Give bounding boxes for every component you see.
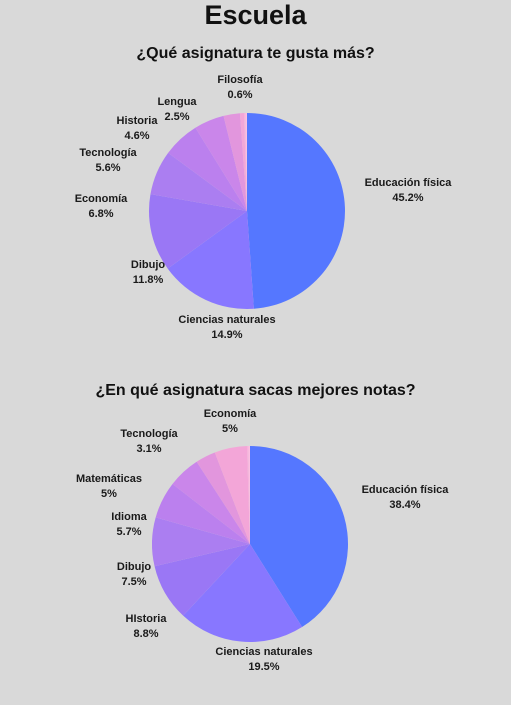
pie-slice <box>245 113 247 211</box>
slice-value-label: 6.8% <box>88 208 113 220</box>
pie-slice <box>167 211 254 310</box>
slice-value-label: 5.7% <box>116 526 141 538</box>
chart-title: ¿En qué asignatura sacas mejores notas? <box>95 382 416 399</box>
pie-slice <box>196 452 250 544</box>
pie-slice <box>183 544 303 642</box>
slice-label: Tecnología <box>120 428 178 440</box>
pie-slice <box>172 461 250 544</box>
slice-value-label: 4.6% <box>124 130 149 142</box>
slice-value-label: 8.8% <box>133 628 158 640</box>
page-title: Escuela <box>204 0 307 30</box>
slice-label: Dibujo <box>117 561 151 573</box>
pie-chart: Educación física 45.2% Ciencias naturales 1… <box>75 74 453 341</box>
pie-slice <box>150 152 247 211</box>
slice-value-label: 19.5% <box>248 661 279 673</box>
slice-label: Economía <box>75 193 128 205</box>
slice-value-label: 7.5% <box>121 576 146 588</box>
pie-slice <box>155 484 250 544</box>
pie-slice <box>250 446 349 628</box>
pie-slice <box>149 194 247 269</box>
pie-slice <box>195 115 247 211</box>
slice-label: Educación física <box>365 177 453 189</box>
slice-label: Filosofía <box>217 74 263 86</box>
pie-chart: Educación física 38.4% Ciencias naturales 1… <box>76 408 450 673</box>
slice-label: Ciencias naturales <box>215 646 312 658</box>
slice-label: Historia <box>117 115 159 127</box>
slice-value-label: 11.8% <box>133 274 164 286</box>
slice-value-label: 5% <box>101 488 117 500</box>
pie-slice <box>154 544 250 616</box>
slice-value-label: 45.2% <box>392 192 423 204</box>
pie-slice <box>246 446 250 544</box>
slice-label: Matemáticas <box>76 473 142 485</box>
pie-slice <box>248 446 250 544</box>
slice-label: Economía <box>204 408 257 420</box>
slice-label: Dibujo <box>131 259 165 271</box>
pie-slice <box>243 113 247 211</box>
slice-value-label: 14.9% <box>211 329 242 341</box>
slice-value-label: 2.5% <box>164 111 189 123</box>
slice-label: Ciencias naturales <box>178 314 275 326</box>
chart-title: ¿Qué asignatura te gusta más? <box>136 45 375 62</box>
slice-value-label: 0.6% <box>227 89 252 101</box>
pie-slice <box>223 113 247 211</box>
slice-label: HIstoria <box>126 613 168 625</box>
pie-slice <box>247 112 346 309</box>
slice-value-label: 5% <box>222 423 238 435</box>
slice-value-label: 3.1% <box>136 443 161 455</box>
pie-slice <box>214 446 250 544</box>
slice-label: Lengua <box>157 96 197 108</box>
slice-value-label: 38.4% <box>389 499 420 511</box>
pie-slice <box>239 113 247 211</box>
pie-slice <box>152 517 250 567</box>
slice-label: Tecnología <box>79 147 137 159</box>
slice-label: Educación física <box>362 484 450 496</box>
slice-value-label: 5.6% <box>95 162 120 174</box>
pie-slice <box>168 127 247 211</box>
slice-label: Idioma <box>111 511 147 523</box>
